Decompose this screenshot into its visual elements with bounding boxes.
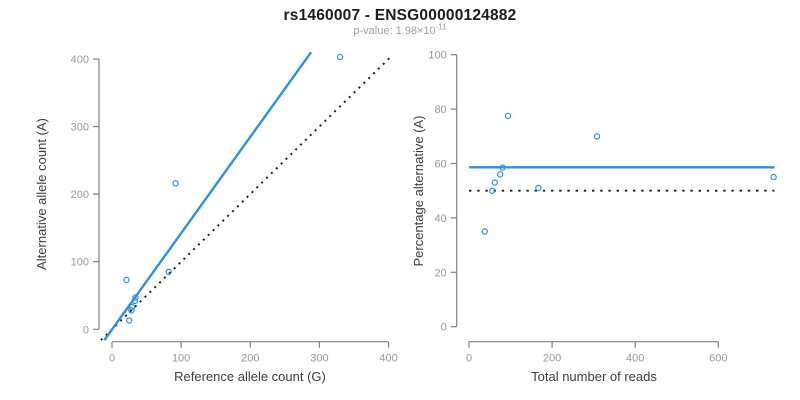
data-point bbox=[132, 294, 139, 301]
x-tick-label: 200 bbox=[241, 353, 259, 365]
page-title: rs1460007 - ENSG00000124882 bbox=[283, 7, 517, 24]
x-tick-label: 100 bbox=[172, 353, 190, 365]
data-point bbox=[496, 171, 504, 178]
y-tick-label: 300 bbox=[71, 122, 89, 134]
right-y-axis-title: Percentage alternative (A) bbox=[411, 115, 426, 266]
y-tick-label: 80 bbox=[434, 104, 446, 116]
y-tick-label: 100 bbox=[71, 257, 89, 269]
x-tick-label: 400 bbox=[626, 353, 644, 365]
data-point bbox=[128, 303, 136, 311]
data-point bbox=[165, 268, 172, 276]
y-tick-label: 0 bbox=[441, 322, 447, 334]
left-panel: 0 100 200 300 400 0 100 200 300 400 bbox=[71, 51, 398, 365]
data-point bbox=[126, 317, 133, 324]
y-tick-label: 100 bbox=[428, 50, 446, 62]
y-tick-label: 0 bbox=[83, 324, 89, 336]
x-tick-label: 300 bbox=[310, 353, 328, 365]
y-tick-label: 200 bbox=[71, 189, 89, 201]
fit-line bbox=[103, 51, 313, 341]
data-point bbox=[123, 276, 130, 284]
data-point bbox=[336, 53, 344, 61]
y-tick-label: 400 bbox=[71, 54, 89, 66]
reference-dotted-line bbox=[100, 54, 394, 341]
x-tick-label: 0 bbox=[109, 353, 115, 365]
x-tick-label: 0 bbox=[466, 353, 472, 365]
data-point bbox=[481, 228, 488, 235]
y-tick-label: 40 bbox=[434, 213, 446, 225]
pvalue-subtitle: p-value: 1.98×10-11 bbox=[0, 22, 800, 37]
data-point bbox=[770, 173, 777, 181]
right-x-axis-title: Total number of reads bbox=[531, 369, 657, 384]
data-point bbox=[489, 187, 496, 194]
pvalue-exponent: -11 bbox=[435, 22, 447, 32]
left-x-axis-title: Reference allele count (G) bbox=[174, 369, 326, 384]
y-tick-label: 20 bbox=[434, 267, 446, 279]
x-tick-label: 400 bbox=[379, 353, 397, 365]
data-point bbox=[499, 164, 506, 171]
data-point bbox=[593, 133, 601, 140]
data-point bbox=[504, 112, 512, 120]
x-tick-label: 200 bbox=[543, 353, 561, 365]
pvalue-text: p-value: 1.98×10 bbox=[353, 25, 436, 37]
data-point bbox=[491, 179, 498, 186]
right-panel: 0 20 40 60 80 100 0 200 400 600 bbox=[428, 50, 777, 365]
x-tick-label: 600 bbox=[709, 353, 727, 365]
left-y-axis-title: Alternative allele count (A) bbox=[34, 118, 49, 270]
data-point bbox=[535, 184, 542, 192]
data-point bbox=[128, 307, 135, 314]
y-tick-label: 60 bbox=[434, 158, 446, 170]
data-point bbox=[172, 180, 179, 187]
data-point bbox=[131, 297, 139, 305]
